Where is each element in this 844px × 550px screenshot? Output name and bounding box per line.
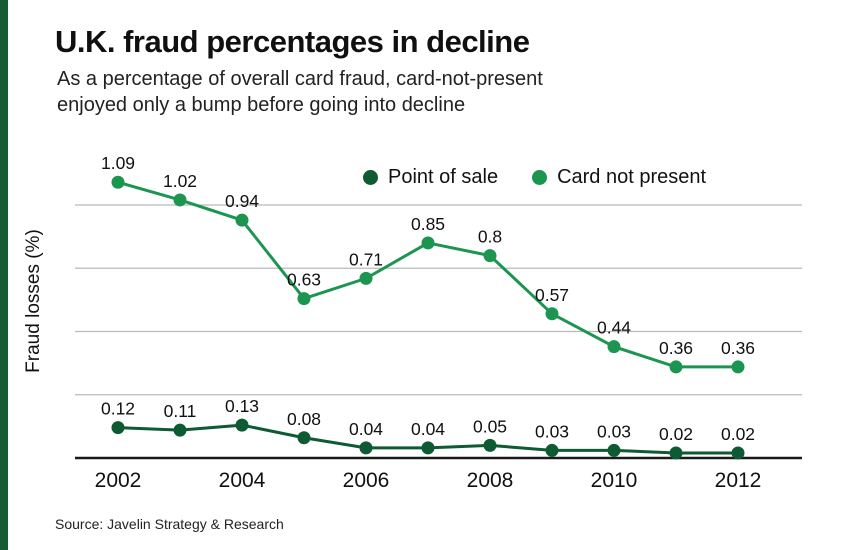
data-point: [111, 421, 125, 435]
data-label: 0.02: [659, 424, 693, 444]
x-tick-label: 2010: [591, 469, 638, 492]
chart-subtitle-line-2: enjoyed only a bump before going into de…: [57, 94, 466, 116]
legend-label-card-not-present: Card not present: [557, 166, 707, 188]
data-label: 0.04: [349, 419, 383, 439]
data-label: 0.08: [287, 409, 321, 429]
data-point: [173, 193, 187, 207]
data-label: 0.44: [597, 318, 631, 338]
source-note: Source: Javelin Strategy & Research: [55, 516, 284, 532]
legend-item-point-of-sale: Point of sale: [363, 166, 498, 189]
data-point: [545, 307, 559, 321]
legend-label-point-of-sale: Point of sale: [388, 166, 499, 188]
data-label: 0.57: [535, 285, 569, 305]
data-label: 0.36: [659, 338, 693, 358]
data-point: [359, 271, 373, 285]
series-line: [116, 180, 740, 369]
left-accent-bar: [0, 0, 8, 550]
data-point: [421, 236, 435, 250]
data-point: [669, 360, 683, 374]
data-label: 0.11: [164, 401, 197, 421]
data-point: [731, 446, 745, 460]
chart-subtitle-line-1: As a percentage of overall card fraud, c…: [57, 68, 543, 90]
data-label: 0.05: [473, 416, 507, 436]
data-label: 0.8: [478, 227, 502, 247]
x-tick-label: 2006: [343, 469, 390, 492]
data-point: [607, 340, 621, 354]
chart-subtitle: As a percentage of overall card fraud, c…: [57, 66, 543, 118]
data-point: [607, 443, 621, 457]
data-label: 1.02: [163, 171, 197, 191]
y-axis-label: Fraud losses (%): [23, 229, 44, 373]
data-label: 0.36: [721, 338, 755, 358]
x-tick-label: 2012: [715, 469, 762, 492]
data-point: [545, 443, 559, 457]
data-label: 0.13: [225, 396, 259, 416]
data-point: [483, 249, 497, 263]
chart-title: U.K. fraud percentages in decline: [55, 24, 530, 59]
x-tick-label: 2004: [219, 469, 266, 492]
data-label: 0.02: [721, 424, 755, 444]
data-label: 0.04: [411, 419, 445, 439]
data-label: 0.63: [287, 270, 321, 290]
x-tick-label: 2008: [467, 469, 514, 492]
legend-dot-point-of-sale-icon: [363, 170, 378, 185]
data-point: [111, 175, 125, 189]
data-label: 0.03: [597, 421, 631, 441]
x-tick-label: 2002: [95, 469, 142, 492]
data-label: 0.03: [535, 421, 569, 441]
data-label: 0.85: [411, 214, 445, 234]
chart-legend: Point of sale Card not present: [363, 166, 706, 189]
data-point: [235, 418, 249, 432]
data-label: 1.09: [101, 153, 135, 173]
data-label: 0.12: [101, 399, 135, 419]
data-point: [297, 431, 311, 445]
data-point: [359, 441, 373, 455]
data-point: [421, 441, 435, 455]
data-point: [235, 213, 249, 227]
legend-dot-card-not-present-icon: [532, 170, 548, 185]
data-point: [483, 438, 497, 452]
data-label: 0.94: [225, 191, 259, 211]
legend-item-card-not-present: Card not present: [532, 166, 706, 189]
data-label: 0.71: [349, 249, 383, 269]
data-point: [297, 292, 311, 306]
data-point: [669, 446, 683, 460]
data-point: [731, 360, 745, 374]
data-point: [173, 423, 187, 437]
